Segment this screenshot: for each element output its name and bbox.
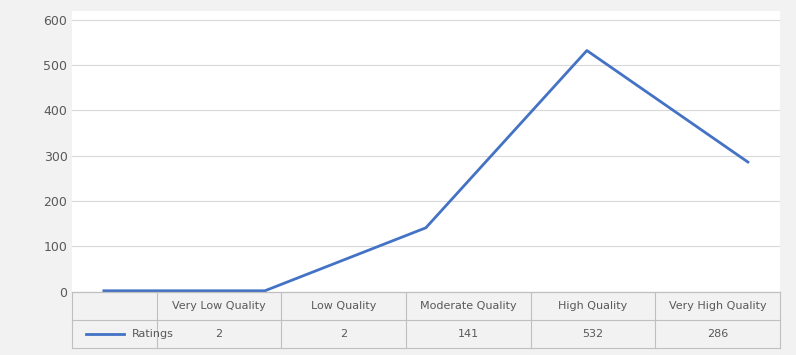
Text: 2: 2 (216, 329, 223, 339)
Text: Moderate Quality: Moderate Quality (420, 301, 517, 311)
Text: Very High Quality: Very High Quality (669, 301, 767, 311)
Text: 2: 2 (340, 329, 347, 339)
Text: Low Quality: Low Quality (311, 301, 377, 311)
Text: Very Low Quality: Very Low Quality (172, 301, 266, 311)
Text: Ratings: Ratings (132, 329, 174, 339)
Text: 141: 141 (458, 329, 479, 339)
Text: 286: 286 (707, 329, 728, 339)
Text: 532: 532 (583, 329, 603, 339)
Text: High Quality: High Quality (559, 301, 628, 311)
